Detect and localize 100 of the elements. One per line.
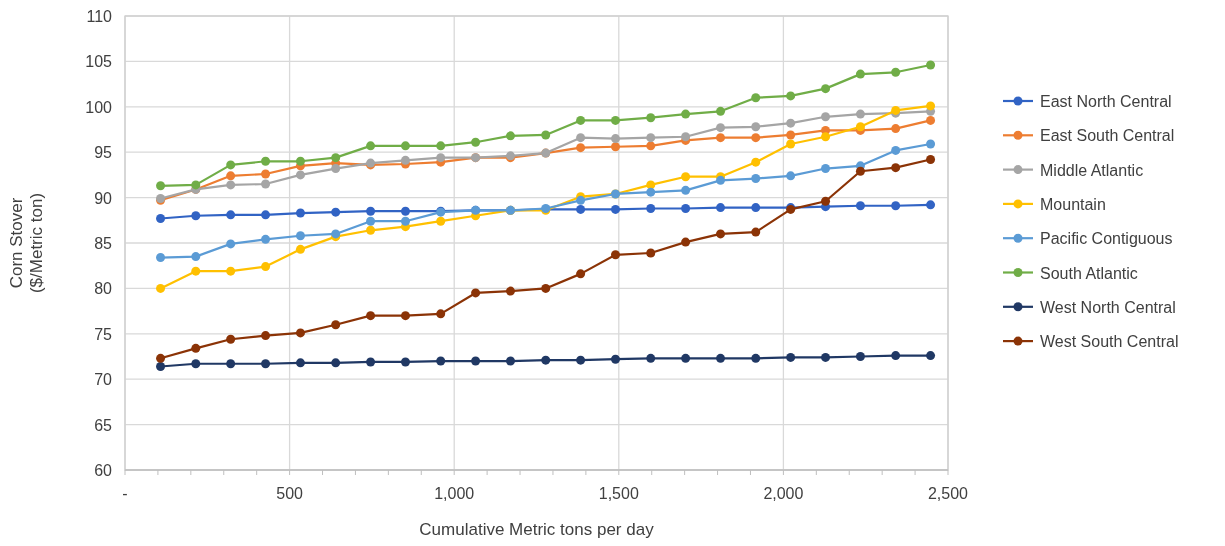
y-tick-label: 90 xyxy=(94,189,113,207)
point xyxy=(295,156,305,166)
point xyxy=(226,266,236,276)
point xyxy=(751,157,761,167)
point xyxy=(295,231,305,241)
point xyxy=(926,351,936,361)
point xyxy=(926,101,936,111)
point xyxy=(821,84,831,94)
point xyxy=(646,353,656,363)
point xyxy=(226,239,236,249)
point xyxy=(191,180,201,190)
point xyxy=(786,139,796,149)
legend-label: South Atlantic xyxy=(1040,264,1138,282)
point xyxy=(786,130,796,140)
legend-label: East North Central xyxy=(1040,93,1172,110)
point xyxy=(611,250,621,260)
point xyxy=(855,166,865,176)
point xyxy=(576,269,586,279)
point xyxy=(611,134,621,144)
legend-label: Mountain xyxy=(1040,195,1106,213)
point xyxy=(261,156,271,166)
point xyxy=(295,328,305,338)
point xyxy=(541,355,551,365)
point xyxy=(331,164,341,174)
point xyxy=(505,131,515,141)
point xyxy=(716,106,726,116)
point xyxy=(926,139,936,149)
point xyxy=(611,354,621,364)
point xyxy=(471,356,481,366)
point xyxy=(891,351,901,361)
point xyxy=(261,262,271,272)
legend-label: Middle Atlantic xyxy=(1040,161,1144,179)
point xyxy=(436,309,446,319)
point xyxy=(576,204,586,214)
point xyxy=(366,225,376,235)
point xyxy=(855,352,865,361)
x-tick-label: - xyxy=(122,485,128,502)
legend-label: East South Central xyxy=(1040,127,1175,145)
point xyxy=(295,208,305,218)
point xyxy=(716,353,726,363)
point xyxy=(646,133,656,143)
point xyxy=(261,234,271,244)
point xyxy=(191,266,201,276)
point xyxy=(400,216,410,226)
point xyxy=(261,179,271,189)
point xyxy=(716,229,726,239)
point xyxy=(855,69,865,79)
y-tick-label: 95 xyxy=(94,144,113,162)
point xyxy=(156,181,166,191)
point xyxy=(751,122,761,132)
point xyxy=(261,331,271,341)
point xyxy=(400,357,410,367)
point xyxy=(821,164,831,174)
y-tick-label: 70 xyxy=(94,371,113,389)
point xyxy=(751,227,761,237)
legend-label: West South Central xyxy=(1040,333,1179,351)
y-tick-label: 80 xyxy=(94,280,113,298)
point xyxy=(261,210,271,220)
point xyxy=(891,124,901,134)
x-tick-label: 500 xyxy=(276,485,304,502)
point xyxy=(366,357,376,367)
point xyxy=(576,143,586,153)
point xyxy=(681,172,691,182)
point xyxy=(611,115,621,125)
point xyxy=(295,358,305,368)
y-tick-label: 65 xyxy=(94,416,113,434)
point xyxy=(156,353,166,363)
point xyxy=(436,153,446,163)
point xyxy=(751,133,761,143)
point xyxy=(156,213,166,223)
point xyxy=(156,283,166,293)
point xyxy=(891,145,901,155)
point xyxy=(751,203,761,213)
point xyxy=(786,91,796,101)
point xyxy=(681,204,691,213)
point xyxy=(751,93,761,103)
point xyxy=(646,141,656,151)
point xyxy=(366,141,376,151)
point xyxy=(436,141,446,151)
x-tick-label: 1,500 xyxy=(598,485,639,502)
point xyxy=(855,201,865,211)
point xyxy=(226,160,236,170)
point xyxy=(576,133,586,143)
x-tick-label: 1,000 xyxy=(434,485,475,502)
point xyxy=(716,203,726,213)
point xyxy=(681,109,691,119)
point xyxy=(400,155,410,165)
point xyxy=(646,187,656,197)
point xyxy=(331,153,341,163)
point xyxy=(366,206,376,216)
point xyxy=(611,204,621,214)
point xyxy=(576,355,586,365)
point xyxy=(261,169,271,179)
y-tick-label: 110 xyxy=(86,8,113,25)
point xyxy=(821,352,831,362)
y-tick-label: 100 xyxy=(85,98,113,116)
point xyxy=(681,237,691,247)
point xyxy=(891,163,901,173)
point xyxy=(295,244,305,254)
x-tick-label: 2,500 xyxy=(927,485,969,502)
